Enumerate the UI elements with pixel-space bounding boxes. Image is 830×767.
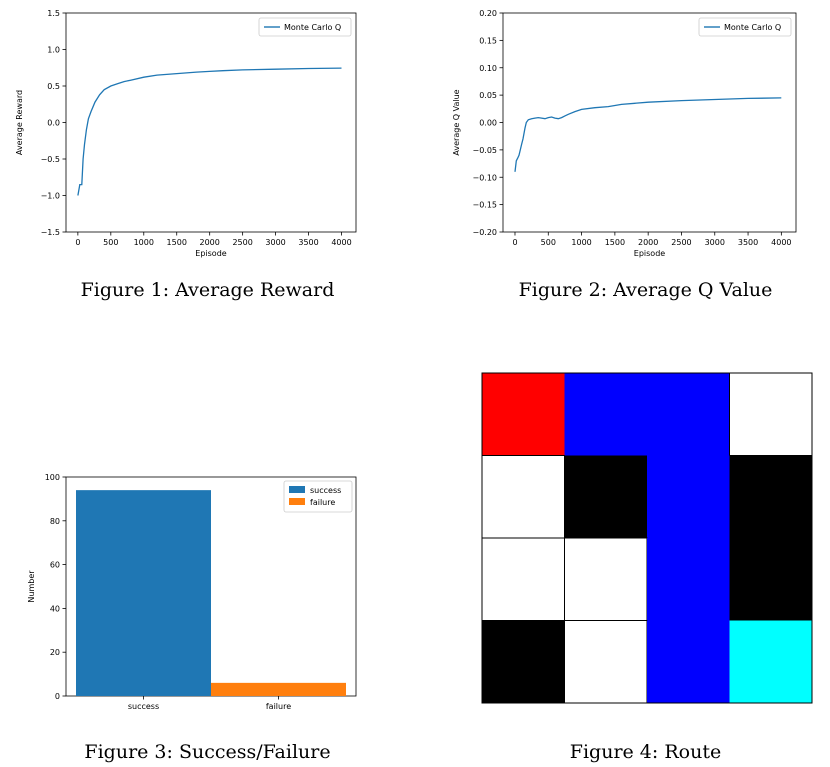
x-axis-label: Episode [195, 249, 226, 258]
y-tick-label: 1.0 [47, 46, 60, 55]
x-tick-label: 4000 [331, 238, 351, 247]
figure-1-panel: 0 500 1000 1500 2000 2500 3000 3500 4000 −1.5 −1.0… [0, 0, 415, 265]
grid-cell-r3-c2 [647, 620, 730, 703]
y-tick-label: 0.0 [47, 119, 60, 128]
x-tick-label: 2500 [232, 238, 252, 247]
grid-cell-r1-c3 [729, 455, 812, 538]
y-tick-label: 0.10 [479, 64, 497, 73]
y-tick-label: 0.15 [479, 36, 497, 45]
grid-cell-r2-c3 [729, 538, 812, 621]
figure-3-panel: success failure 0 20 40 60 80 100 Number success f… [0, 460, 415, 720]
x-tick-label: 3000 [705, 238, 725, 247]
x-tick-label: 4000 [771, 238, 791, 247]
x-tick-label: 500 [541, 238, 556, 247]
legend-swatch-failure [289, 498, 305, 505]
y-tick-label: 1.5 [47, 9, 60, 18]
y-tick-label: 0.20 [479, 9, 497, 18]
y-axis-label: Average Reward [15, 90, 24, 155]
grid-cell-r1-c1 [564, 455, 647, 538]
y-tick-label: 0.05 [479, 91, 497, 100]
y-tick-label: 40 [50, 604, 60, 613]
x-tick-label: 500 [103, 238, 118, 247]
y-axis-label: Number [27, 570, 36, 603]
x-tick-label: 1000 [134, 238, 154, 247]
figure-4-panel [481, 372, 813, 704]
x-tick-label: success [128, 702, 159, 711]
y-tick-label: 60 [50, 561, 60, 570]
grid-cell-r0-c3 [729, 372, 813, 456]
legend-swatch-success [289, 486, 305, 493]
plot-area [502, 12, 797, 233]
x-tick-label: 1000 [571, 238, 591, 247]
grid-cell-r0-c1 [564, 373, 647, 456]
legend-box [258, 17, 352, 37]
y-tick-label: 80 [50, 517, 60, 526]
grid-cell-r1-c0 [481, 455, 565, 539]
x-tick-label: 2500 [671, 238, 691, 247]
y-tick-label: −1.0 [41, 192, 60, 201]
x-tick-label: 3000 [265, 238, 285, 247]
grid-cell-r3-c1 [564, 620, 648, 704]
average-q-value-chart: 0 500 1000 1500 2000 2500 3000 3500 4000 −0.20 −0.… [452, 9, 797, 258]
series-line [514, 97, 782, 172]
y-tick-label: 0.00 [479, 119, 497, 128]
grid-cell-r2-c0 [481, 537, 565, 621]
y-tick-label: −0.15 [472, 201, 497, 210]
legend-box [698, 17, 792, 37]
legend-label-success: success [310, 486, 341, 495]
y-tick-label: −0.05 [472, 146, 497, 155]
grid-cell-r2-c1 [564, 537, 648, 621]
x-tick-label: 3500 [298, 238, 318, 247]
route-grid [481, 372, 813, 704]
grid-border [481, 372, 813, 704]
figure-2-caption: Figure 2: Average Q Value [518, 279, 773, 301]
figure-2-panel: 0 500 1000 1500 2000 2500 3000 3500 4000 −0.20 −0.… [415, 0, 830, 265]
success-failure-chart: success failure 0 20 40 60 80 100 Number success f… [27, 473, 357, 711]
x-tick-label: 3500 [738, 238, 758, 247]
figure-4-caption: Figure 4: Route [569, 741, 722, 763]
grid-cell-r3-c3 [729, 620, 812, 703]
y-tick-label: 0 [55, 692, 60, 701]
x-tick-label: 0 [512, 238, 517, 247]
series-line [77, 67, 342, 196]
y-tick-label: −0.20 [472, 228, 497, 237]
y-tick-label: 20 [50, 648, 60, 657]
average-reward-chart: 0 500 1000 1500 2000 2500 3000 3500 4000 −1.5 −1.0… [15, 9, 357, 258]
y-tick-label: −0.5 [41, 155, 60, 164]
grid-cell-r0-c2 [647, 373, 730, 456]
legend-label: Monte Carlo Q [724, 23, 781, 32]
x-tick-label: 2000 [200, 238, 220, 247]
legend-label: Monte Carlo Q [284, 23, 341, 32]
bar-failure [211, 682, 346, 696]
y-tick-label: −1.5 [41, 228, 60, 237]
grid-cell-r2-c2 [647, 538, 730, 621]
y-tick-label: −0.10 [472, 173, 497, 182]
x-tick-label: 1500 [167, 238, 187, 247]
figure-1-caption: Figure 1: Average Reward [80, 279, 335, 301]
legend-label-failure: failure [310, 498, 335, 507]
grid-cell-r3-c0 [482, 620, 565, 703]
x-tick-label: 2000 [638, 238, 658, 247]
y-axis-label: Average Q Value [452, 89, 461, 155]
grid-cell-r1-c2 [647, 455, 730, 538]
x-tick-label: 0 [75, 238, 80, 247]
y-tick-label: 0.5 [47, 82, 60, 91]
grid-cell-r0-c0 [482, 373, 565, 456]
x-tick-label: failure [266, 702, 291, 711]
plot-area [65, 12, 357, 233]
y-tick-label: 100 [45, 473, 60, 482]
figure-3-caption: Figure 3: Success/Failure [84, 741, 331, 763]
x-axis-label: Episode [634, 249, 665, 258]
x-tick-label: 1500 [605, 238, 625, 247]
bar-success [76, 490, 211, 696]
